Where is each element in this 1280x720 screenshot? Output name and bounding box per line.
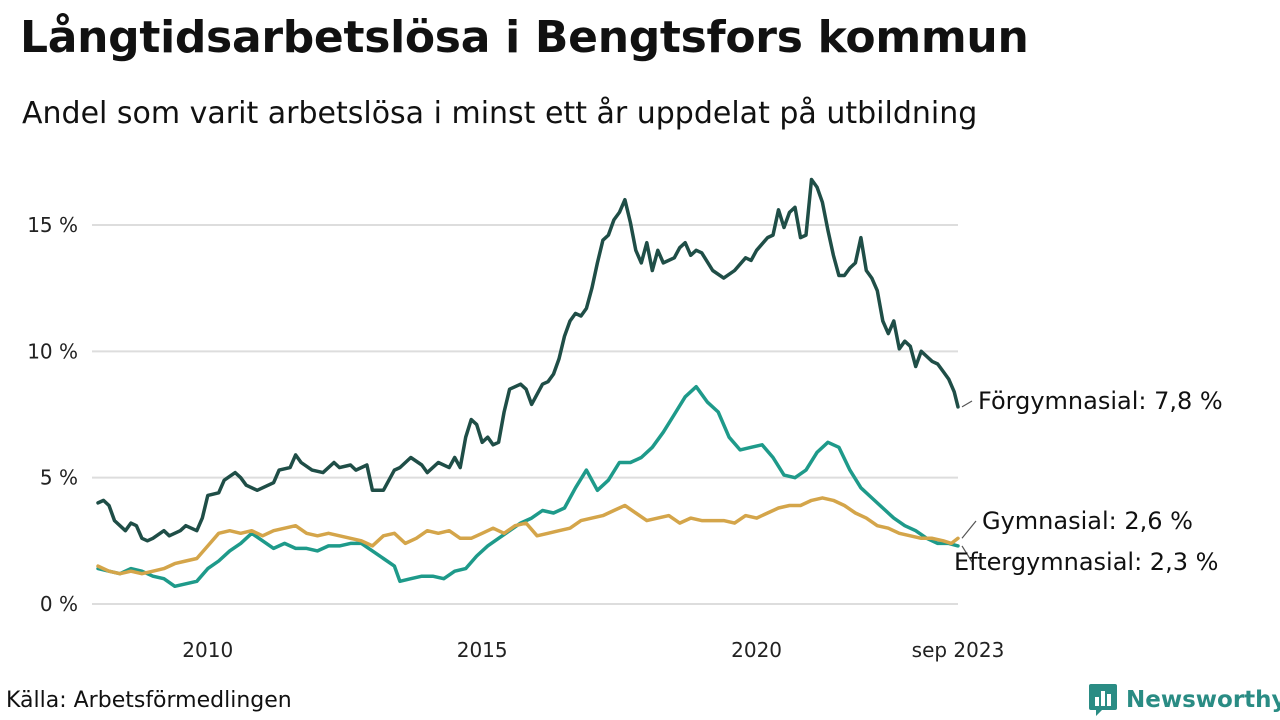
chart-subtitle: Andel som varit arbetslösa i minst ett å… <box>22 96 978 131</box>
y-tick-label: 0 % <box>40 592 78 616</box>
x-axis: 2010 2015 2020 sep 2023 <box>182 638 1004 662</box>
source-note: Källa: Arbetsförmedlingen <box>6 688 292 713</box>
x-tick-label: 2015 <box>457 638 508 662</box>
series-lines <box>96 177 960 589</box>
y-axis: 0 % 5 % 10 % 15 % <box>27 213 78 616</box>
y-tick-label: 10 % <box>27 339 78 363</box>
y-tick-label: 5 % <box>40 466 78 490</box>
brand-name: Newsworthy <box>1126 687 1280 713</box>
chart-title: Långtidsarbetslösa i Bengtsfors kommun <box>20 12 1029 63</box>
label-leader-line <box>961 545 973 563</box>
end-label-eftergymnasial: Eftergymnasial: 2,3 % <box>954 548 1218 576</box>
label-leader-line <box>961 400 973 408</box>
x-tick-label: 2010 <box>182 638 233 662</box>
series-line-gymnasial <box>96 496 960 576</box>
x-tick-label: sep 2023 <box>912 638 1005 662</box>
brand-logo[interactable]: Newsworthy <box>1088 682 1280 718</box>
bar-chart-speech-bubble-icon <box>1089 684 1117 716</box>
end-label-förgymnasial: Förgymnasial: 7,8 % <box>978 387 1223 415</box>
series-line-förgymnasial <box>96 177 960 543</box>
gridlines <box>92 224 958 605</box>
series-line-eftergymnasial <box>96 384 960 589</box>
label-leader-line <box>961 520 977 539</box>
x-tick-label: 2020 <box>731 638 782 662</box>
series-end-labels: Förgymnasial: 7,8 % Eftergymnasial: 2,3 %… <box>954 387 1223 576</box>
y-tick-label: 15 % <box>27 213 78 237</box>
end-label-gymnasial: Gymnasial: 2,6 % <box>982 507 1193 535</box>
